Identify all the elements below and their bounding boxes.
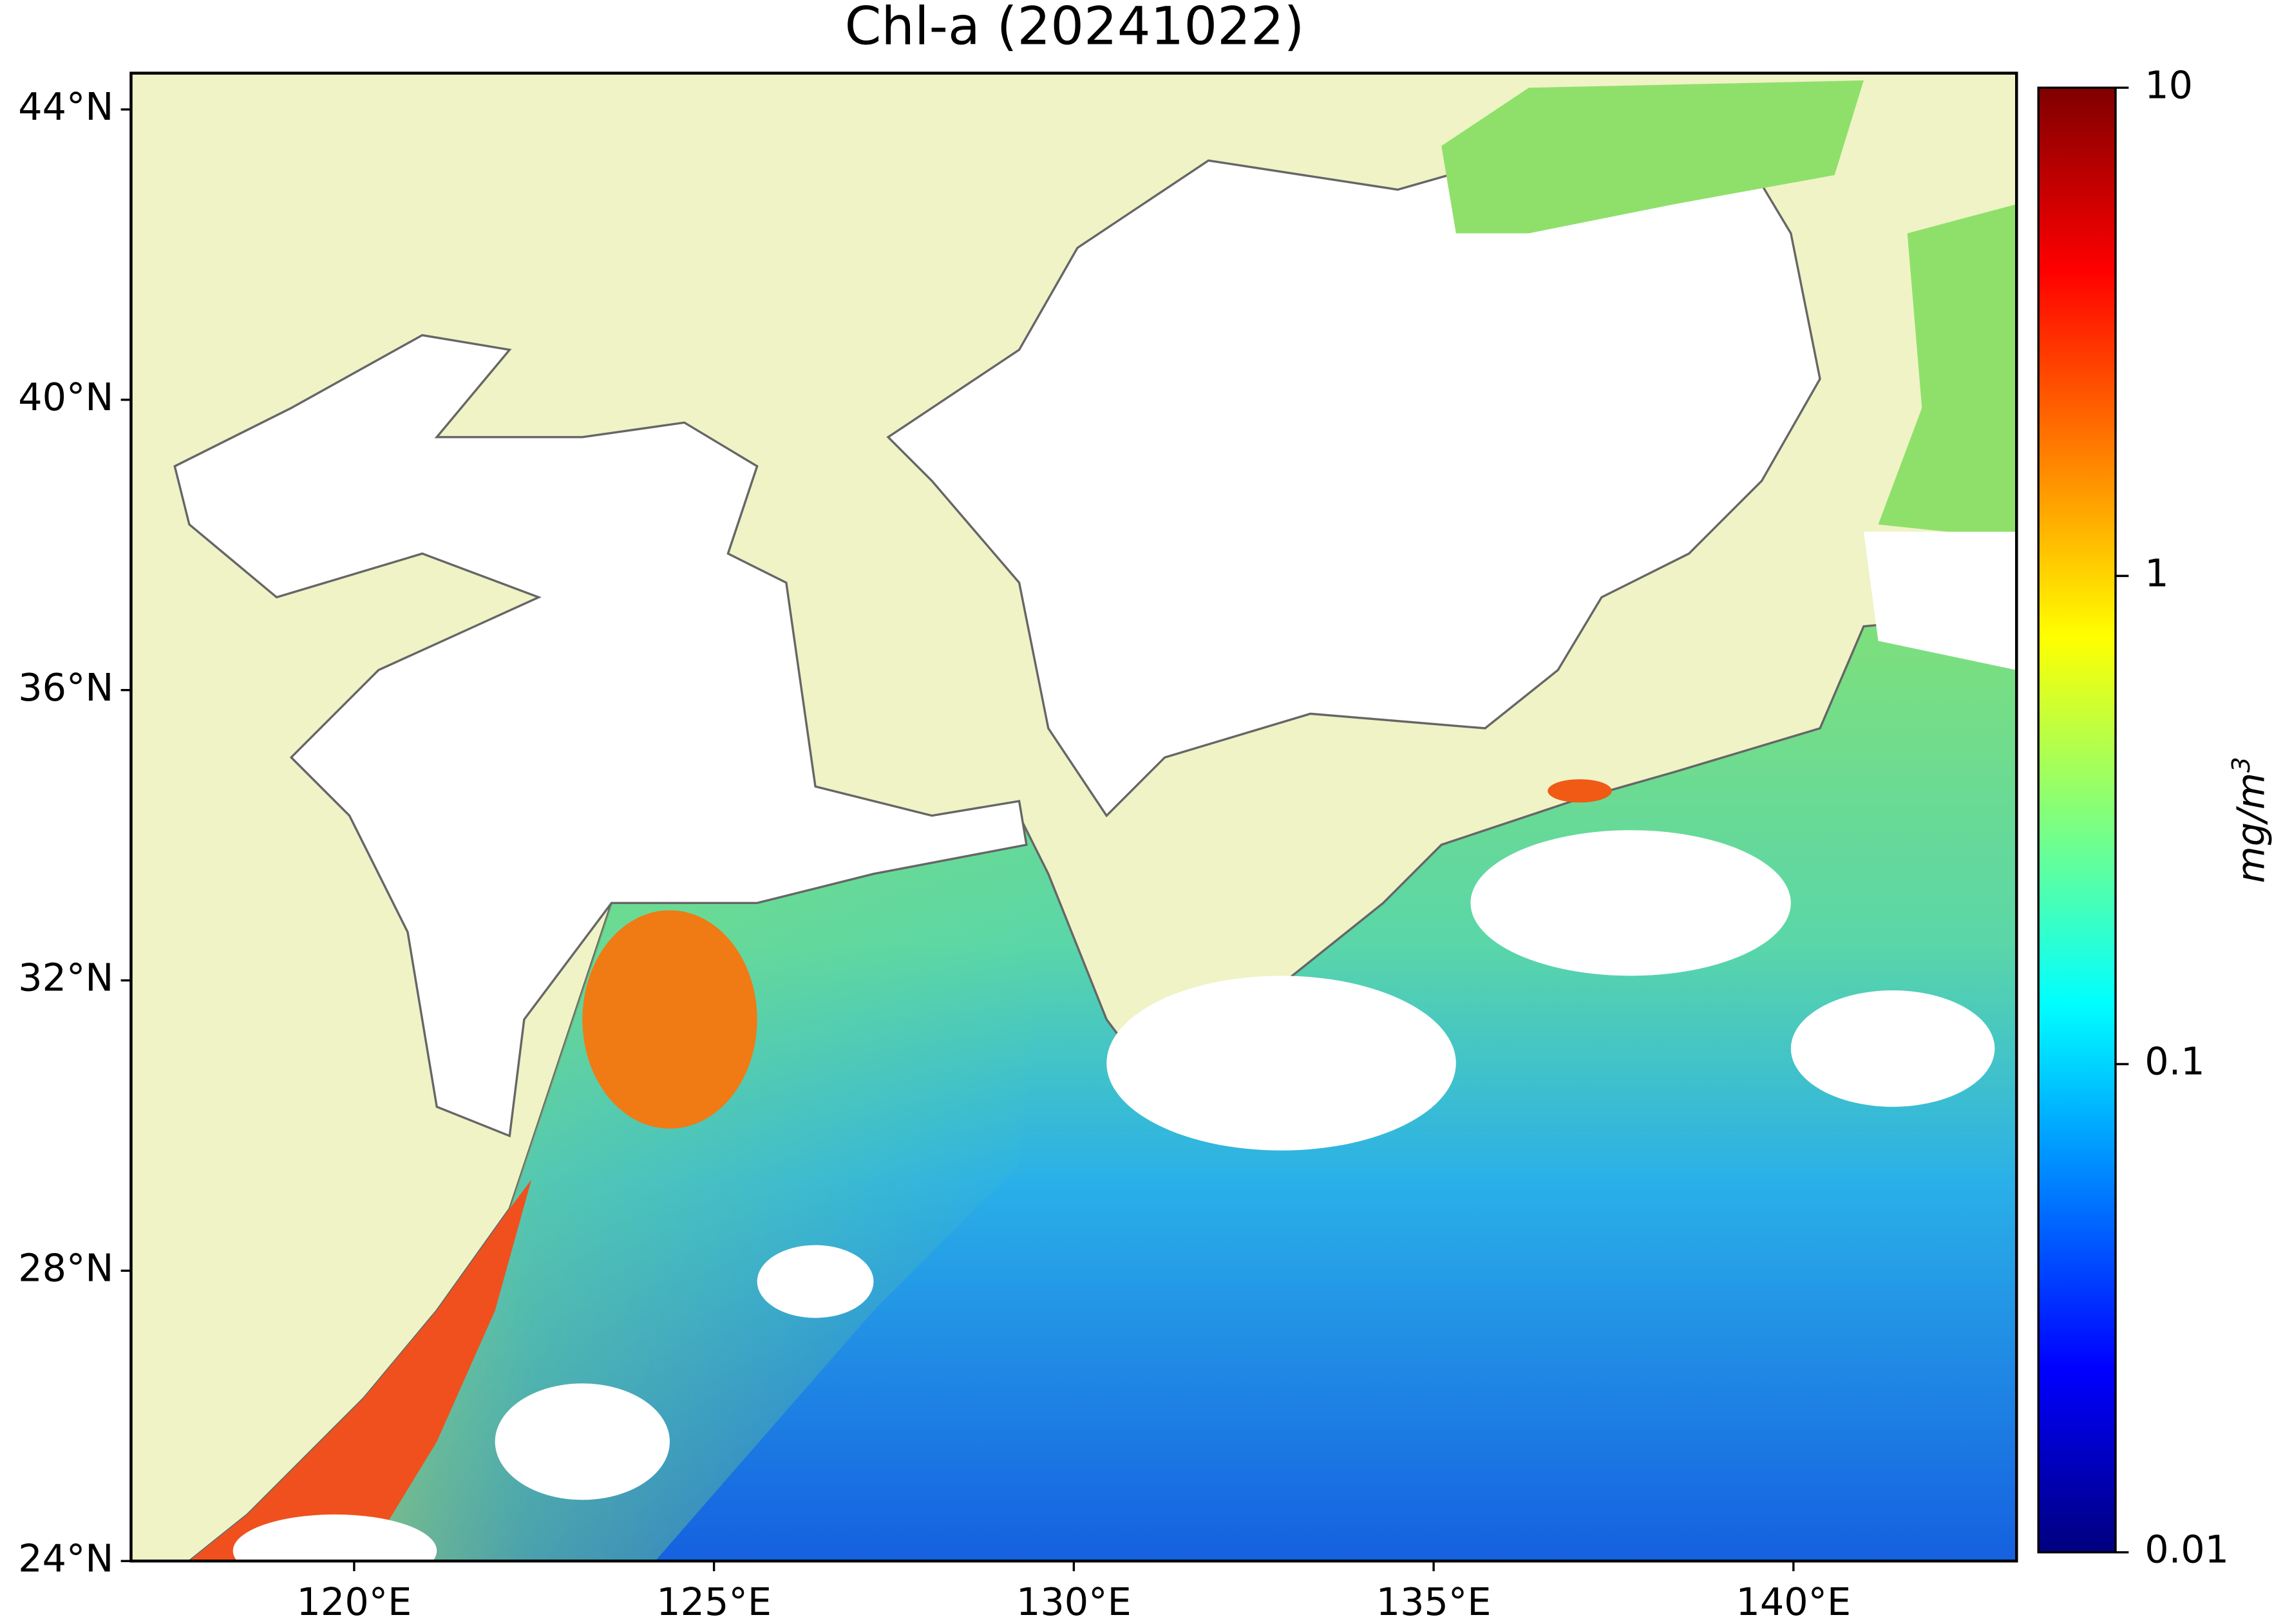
map xyxy=(131,73,2017,1562)
bloom-patch xyxy=(582,910,757,1129)
colorbar-tick-label: 1 xyxy=(2145,551,2168,595)
y-tick-label: 36°N xyxy=(18,665,113,710)
cloud xyxy=(232,1514,437,1562)
colorbar xyxy=(2037,86,2117,1554)
cloud xyxy=(1863,531,2017,670)
okhotsk-water xyxy=(1441,80,1864,234)
pacific-north xyxy=(1878,204,2017,540)
x-tick-label: 130°E xyxy=(1016,1580,1132,1624)
x-tick-label: 125°E xyxy=(656,1580,772,1624)
colorbar-label: mg/m3 xyxy=(2227,757,2273,883)
y-tick-label: 24°N xyxy=(18,1536,113,1580)
cloud xyxy=(757,1245,874,1318)
chart-title: Chl-a (20241022) xyxy=(845,0,1305,57)
colorbar-label-text: mg/m xyxy=(2229,773,2273,883)
cloud xyxy=(1470,830,1791,976)
colorbar-tick-label: 10 xyxy=(2145,62,2193,107)
cloud xyxy=(495,1383,670,1500)
sea-of-japan xyxy=(886,130,1821,818)
coastal-bloom xyxy=(189,1179,532,1562)
y-tick-label: 32°N xyxy=(18,956,113,1000)
x-tick-label: 140°E xyxy=(1736,1580,1852,1624)
bay-bloom xyxy=(1548,779,1612,803)
cloud xyxy=(1790,990,1995,1107)
colorbar-label-sup: 3 xyxy=(2227,757,2256,772)
cloud xyxy=(1106,976,1456,1151)
yellow-sea xyxy=(173,334,1028,1138)
colorbar-tick-label: 0.01 xyxy=(2145,1527,2229,1572)
x-tick-label: 135°E xyxy=(1376,1580,1492,1624)
colorbar-tick-label: 0.1 xyxy=(2145,1039,2204,1084)
y-tick-label: 44°N xyxy=(18,84,113,129)
x-tick-label: 120°E xyxy=(297,1580,412,1624)
y-tick-label: 40°N xyxy=(18,375,113,419)
y-tick-label: 28°N xyxy=(18,1245,113,1290)
